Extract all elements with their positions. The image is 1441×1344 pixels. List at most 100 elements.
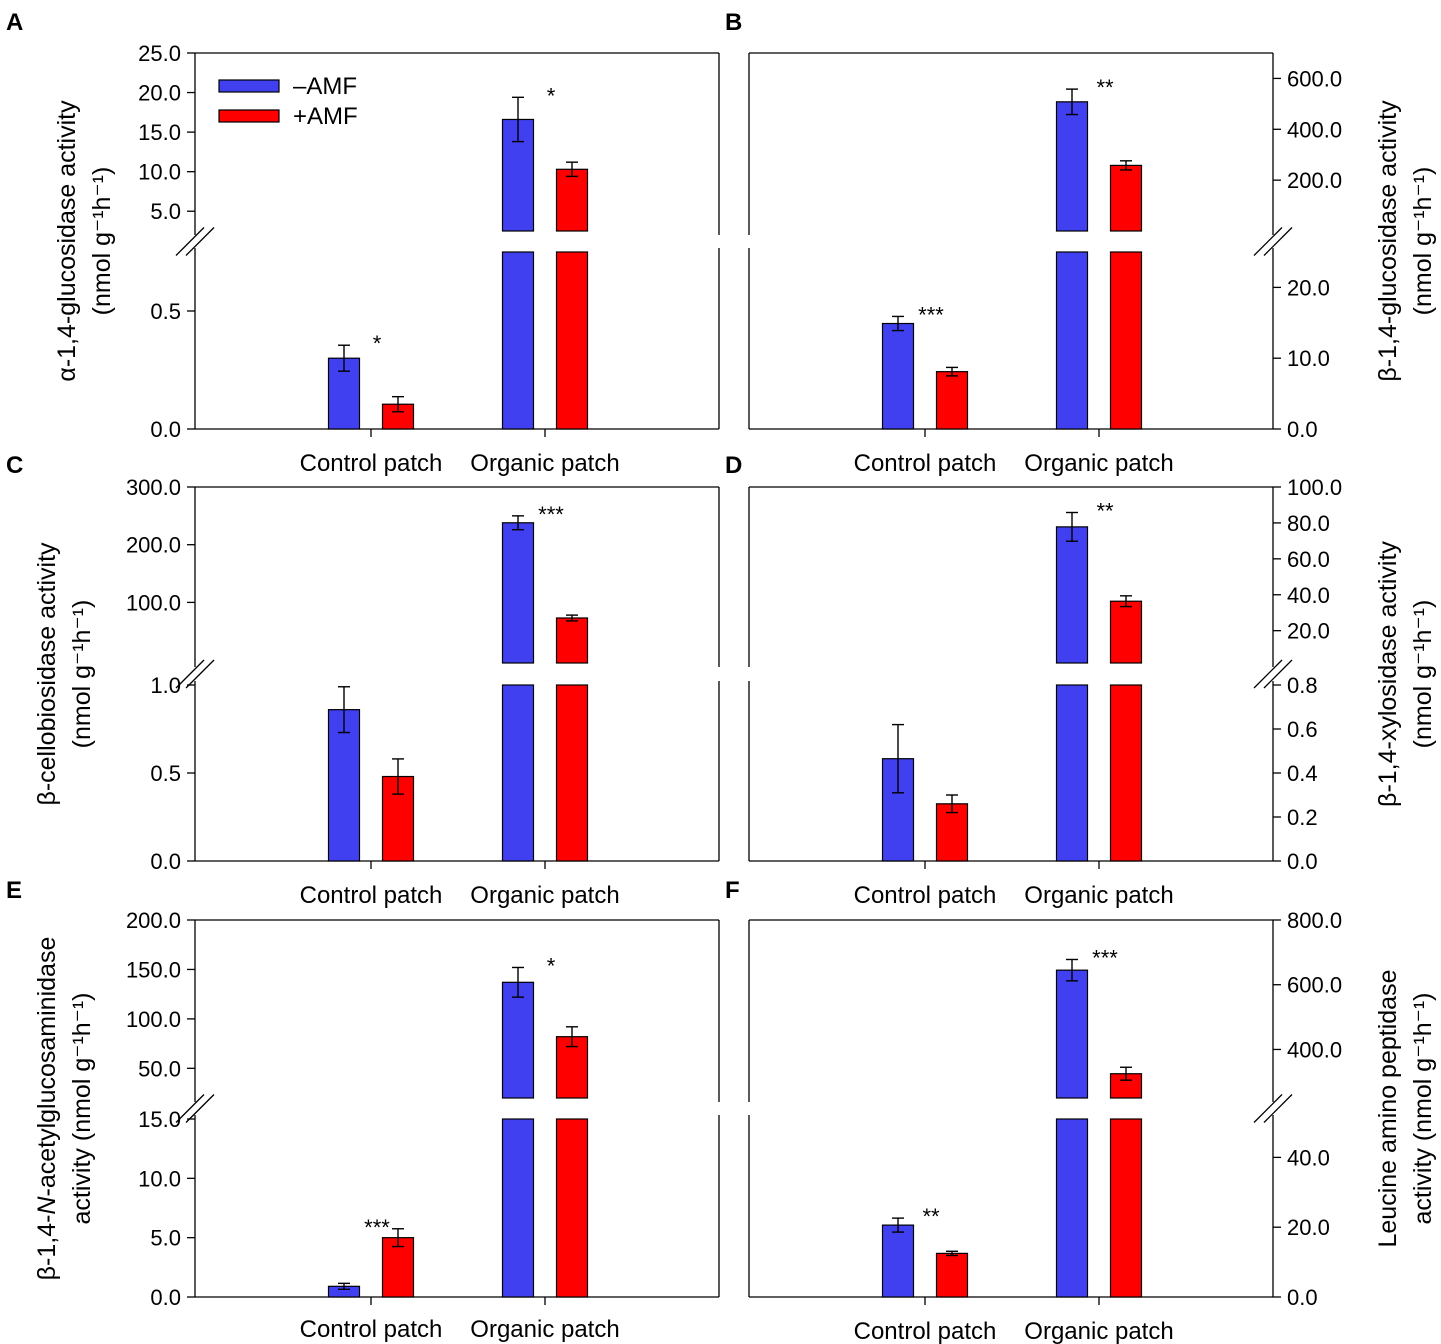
axis-break-mark — [1253, 1094, 1283, 1123]
bar-minus-amf-upper — [501, 522, 535, 664]
x-category-label: Control patch — [854, 1318, 997, 1344]
axis-break-mark — [1253, 227, 1283, 256]
y-tick-label: 0.0 — [150, 849, 181, 874]
x-category-label: Control patch — [300, 882, 443, 909]
panel-letter: C — [6, 452, 23, 479]
y-tick-label: 400.0 — [1287, 117, 1342, 142]
x-category-label: Organic patch — [1024, 450, 1173, 477]
y-axis-title-line2: activity (nmol g⁻¹h⁻¹) — [1409, 993, 1437, 1225]
y-tick-label: 0.0 — [150, 417, 181, 442]
y-tick-label: 100.0 — [126, 590, 181, 615]
panel-letter: B — [725, 9, 742, 36]
y-tick-label: 600.0 — [1287, 973, 1342, 998]
x-category-label: Organic patch — [1024, 1318, 1173, 1344]
significance-marker: ** — [1096, 75, 1114, 100]
y-tick-label: 10.0 — [1287, 346, 1330, 371]
x-category-label: Organic patch — [470, 450, 619, 477]
x-category-label: Organic patch — [470, 1316, 619, 1343]
axis-break-mark — [185, 659, 215, 689]
bar-minus-amf-lower — [501, 1118, 535, 1298]
y-tick-label: 0.2 — [1287, 805, 1318, 830]
y-tick-label: 0.0 — [1287, 1285, 1318, 1310]
significance-marker: ** — [1096, 499, 1114, 524]
y-tick-label: 25.0 — [138, 41, 181, 66]
panel-f: F 0.0 20.0 40.0 400.0 600.0 800.0 Control patch… — [725, 877, 1437, 1344]
legend-label: –AMF — [293, 73, 357, 100]
bar-minus-amf-lower — [1055, 1118, 1089, 1298]
bar-plus-amf-lower — [1109, 1118, 1143, 1298]
bar-plus-amf-upper — [1109, 1073, 1143, 1099]
axis-break-mark — [175, 659, 205, 689]
y-tick-label: 100.0 — [1287, 475, 1342, 500]
y-tick-label: 200.0 — [126, 533, 181, 558]
y-tick-label: 300.0 — [126, 475, 181, 500]
significance-marker: * — [547, 83, 556, 108]
y-tick-label: 60.0 — [1287, 547, 1330, 572]
y-tick-label: 200.0 — [126, 908, 181, 933]
x-category-label: Control patch — [854, 450, 997, 477]
y-axis-title-part: N — [33, 1196, 61, 1215]
bar-plus-amf — [935, 1252, 969, 1298]
y-tick-label: 1.0 — [150, 673, 181, 698]
y-tick-label: 0.0 — [1287, 849, 1318, 874]
y-axis-title-part: β-1,4- — [33, 1215, 61, 1281]
y-axis-title-line2: (nmol g⁻¹h⁻¹) — [68, 600, 96, 749]
y-axis-title-line2: activity (nmol g⁻¹h⁻¹) — [68, 993, 96, 1225]
significance-marker: ** — [922, 1204, 940, 1229]
bar-minus-amf-upper — [1055, 969, 1089, 1099]
bar-plus-amf-lower — [555, 251, 589, 430]
axis-break-mark — [185, 1094, 215, 1123]
y-axis-title-line2: (nmol g⁻¹h⁻¹) — [1409, 167, 1437, 316]
legend-label: +AMF — [293, 103, 358, 130]
panel-letter: E — [6, 877, 22, 904]
panel-letter: F — [725, 877, 740, 904]
y-tick-label: 0.0 — [150, 1285, 181, 1310]
bar-minus-amf — [881, 322, 915, 430]
y-tick-label: 10.0 — [138, 160, 181, 185]
bar-plus-amf — [935, 371, 969, 430]
bar-plus-amf-upper — [1109, 600, 1143, 664]
y-axis-title-line1: β-1,4-xylosidase activity — [1374, 541, 1402, 807]
x-category-label: Organic patch — [470, 882, 619, 909]
bar-minus-amf-lower — [501, 251, 535, 430]
x-category-label: Control patch — [300, 450, 443, 477]
y-tick-label: 50.0 — [138, 1056, 181, 1081]
y-tick-label: 800.0 — [1287, 908, 1342, 933]
bar-plus-amf-upper — [555, 617, 589, 664]
y-tick-label: 0.4 — [1287, 761, 1318, 786]
bar-plus-amf — [381, 1237, 415, 1298]
y-tick-label: 400.0 — [1287, 1037, 1342, 1062]
bar-minus-amf — [881, 1224, 915, 1298]
significance-marker: *** — [1092, 945, 1118, 970]
panel-letter: D — [725, 452, 742, 479]
y-tick-label: 0.5 — [150, 761, 181, 786]
panel-d: D 0.0 0.2 0.4 0.6 0.8 20.0 40.0 60.0 80.0 100.0 Con… — [725, 452, 1437, 909]
axis-break-mark — [1263, 227, 1293, 256]
y-tick-label: 20.0 — [138, 81, 181, 106]
x-category-label: Control patch — [854, 882, 997, 909]
x-category-label: Control patch — [300, 1316, 443, 1343]
significance-marker: * — [547, 953, 556, 978]
axis-break-mark — [1263, 659, 1293, 689]
x-category-label: Organic patch — [1024, 882, 1173, 909]
bar-plus-amf-lower — [1109, 684, 1143, 862]
y-tick-label: 20.0 — [1287, 275, 1330, 300]
bar-plus-amf-upper — [555, 168, 589, 232]
bar-minus-amf-lower — [501, 684, 535, 862]
legend-swatch — [218, 79, 280, 93]
panel-e: E 0.0 5.0 10.0 15.0 50.0 100.0 150.0 200.0 Contro… — [6, 877, 720, 1343]
y-axis-title-line2: (nmol g⁻¹h⁻¹) — [88, 167, 116, 316]
bar-minus-amf-upper — [1055, 526, 1089, 664]
bar-minus-amf-upper — [501, 981, 535, 1099]
y-tick-label: 0.6 — [1287, 717, 1318, 742]
panel-b: B 0.0 10.0 20.0 200.0 400.0 600.0 Control patch… — [725, 9, 1437, 477]
y-axis-title-line1: Leucine amino peptidase — [1374, 970, 1402, 1248]
significance-marker: *** — [918, 302, 944, 327]
y-tick-label: 200.0 — [1287, 168, 1342, 193]
axis-break-mark — [185, 227, 215, 256]
panel-a: A 0.0 0.5 5.0 10.0 15.0 20.0 25.0 Control patch O… — [6, 9, 720, 477]
y-tick-label: 15.0 — [138, 1107, 181, 1132]
axis-break-mark — [175, 227, 205, 256]
significance-marker: *** — [364, 1215, 390, 1240]
